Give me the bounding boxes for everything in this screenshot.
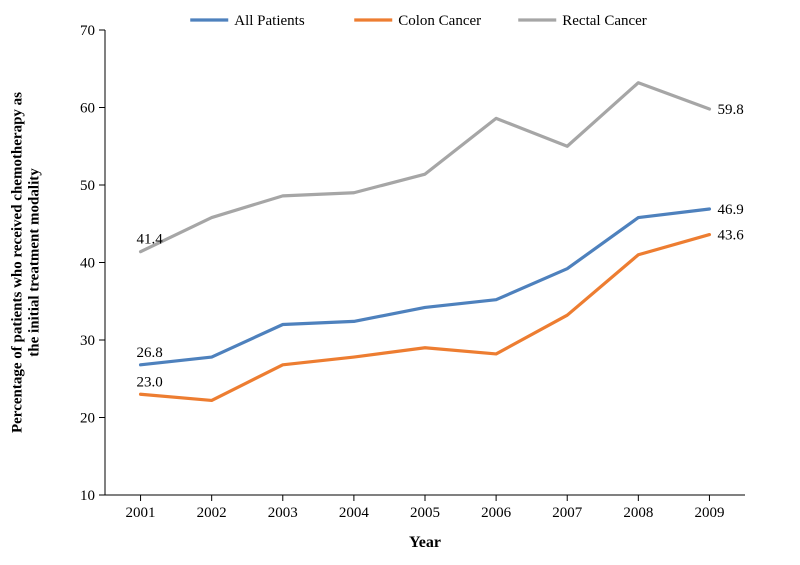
x-tick-label: 2007 [552,505,583,521]
series-start-label-0: 26.8 [137,345,163,361]
y-tick-label: 30 [80,333,95,349]
x-tick-label: 2008 [623,505,653,521]
x-tick-label: 2006 [481,505,512,521]
series-line-1 [141,235,710,401]
x-tick-label: 2003 [268,505,298,521]
line-chart: 10 20 30 40 50 60 70 2001 2002 2003 2004 2005 2006 20… [0,0,800,565]
chart-container: 10 20 30 40 50 60 70 2001 2002 2003 2004 2005 2006 20… [0,0,800,565]
x-tick-label: 2004 [339,505,370,521]
series-line-0 [141,209,710,365]
y-tick-label: 50 [80,178,95,194]
legend-label-0: All Patients [234,13,305,29]
series-start-label-1: 23.0 [137,374,163,390]
legend-label-2: Rectal Cancer [562,13,647,29]
legend-label-1: Colon Cancer [398,13,481,29]
series-end-label-0: 46.9 [717,202,743,218]
x-tick-label: 2001 [126,505,156,521]
y-tick-label: 70 [80,23,95,39]
series-start-label-2: 41.4 [137,232,164,248]
x-axis-title: Year [409,534,441,551]
series-end-label-1: 43.6 [717,228,744,244]
x-tick-label: 2002 [197,505,227,521]
y-tick-label: 40 [80,256,95,272]
y-tick-label: 20 [80,411,95,427]
x-tick-label: 2009 [694,505,724,521]
y-axis-title: Percentage of patients who received chem… [9,92,42,433]
y-tick-label: 60 [80,101,95,117]
y-tick-label: 10 [80,488,95,504]
series-end-label-2: 59.8 [717,102,743,118]
x-tick-label: 2005 [410,505,440,521]
